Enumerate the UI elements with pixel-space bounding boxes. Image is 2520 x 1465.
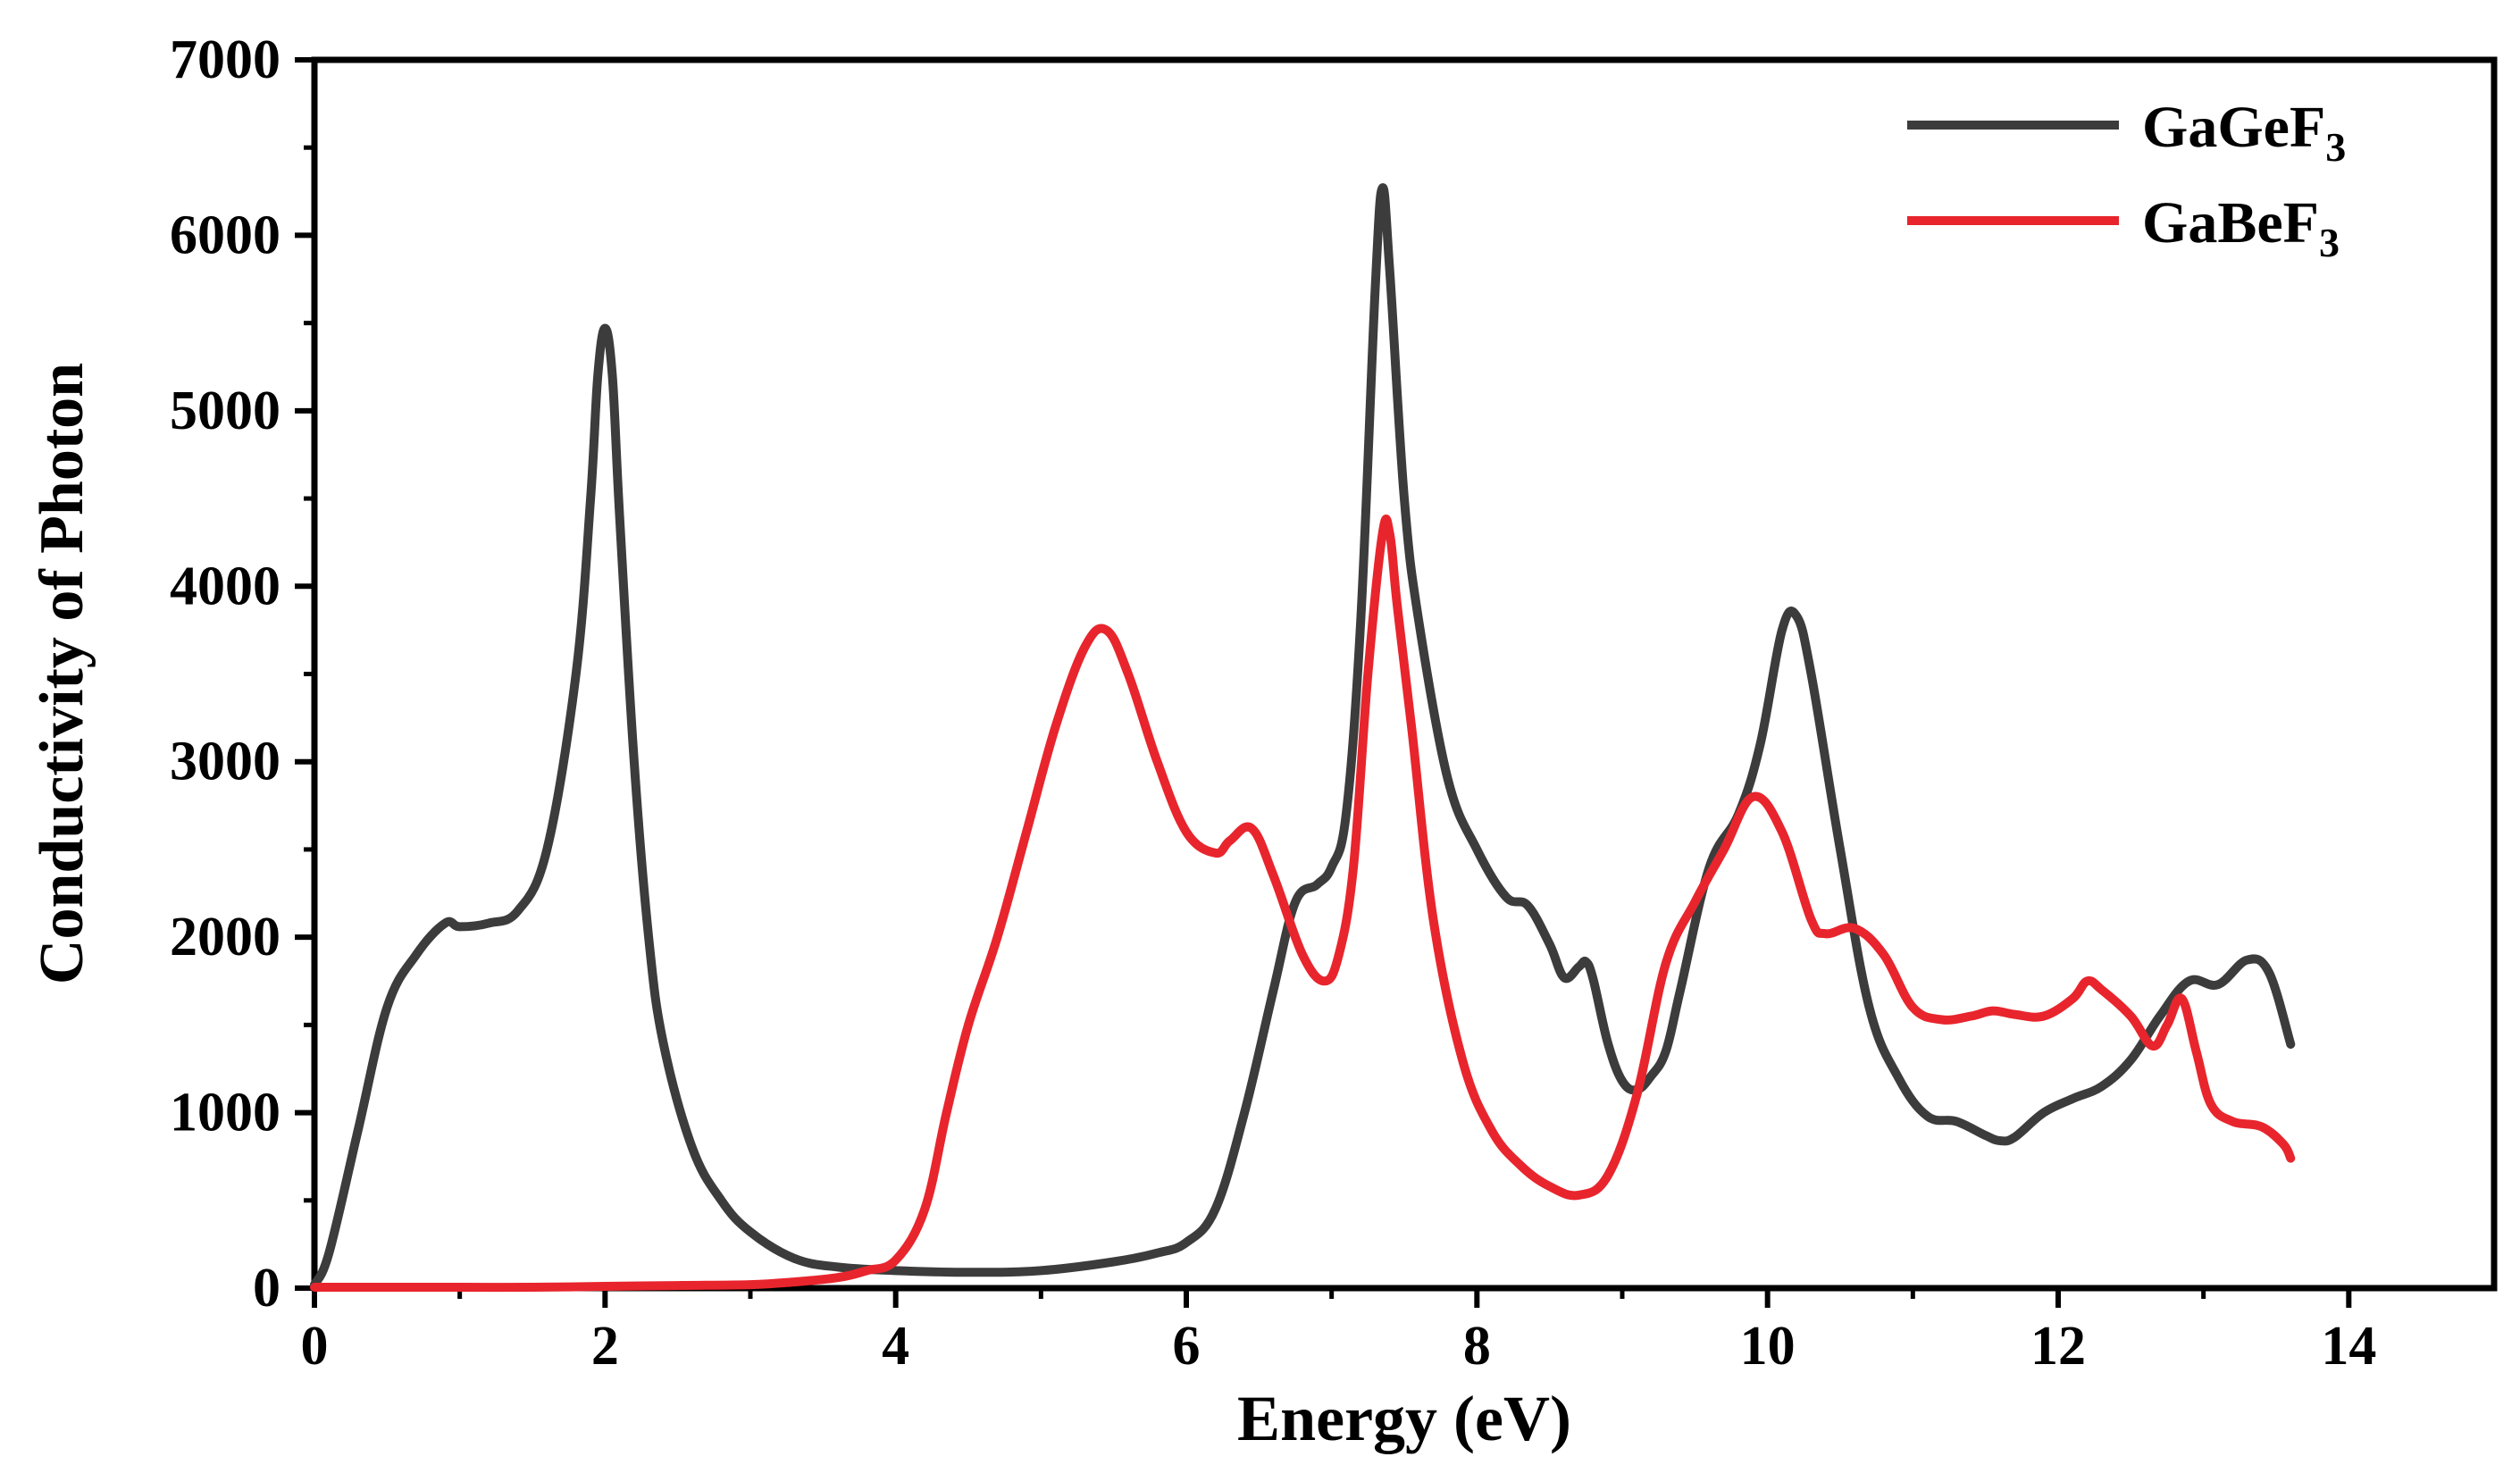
y-tick-label: 1000 [170, 1083, 280, 1143]
y-tick-label: 7000 [170, 29, 280, 90]
x-tick-label: 14 [2321, 1316, 2376, 1377]
x-tick-label: 6 [1173, 1316, 1201, 1377]
x-tick-label: 2 [591, 1316, 619, 1377]
y-tick-label: 2000 [170, 907, 280, 967]
legend-label-main: GaGeF [2142, 95, 2325, 160]
legend-label-main: GaBeF [2142, 190, 2319, 255]
legend-label-subscript: 3 [2319, 220, 2340, 265]
series-line-gagef3 [310, 183, 2296, 1290]
axis-ticks [295, 57, 2352, 1308]
series-line-gabef3 [310, 515, 2296, 1293]
legend-label: GaGeF3 [2142, 95, 2346, 170]
y-tick-label: 6000 [170, 205, 280, 265]
x-tick-label: 0 [301, 1316, 329, 1377]
x-axis-title: Energy (eV) [1237, 1383, 1571, 1454]
y-tick-label: 3000 [170, 732, 280, 792]
legend-item-gagef3: GaGeF3 [1907, 95, 2346, 170]
legend-label: GaBeF3 [2142, 190, 2340, 265]
y-tick-label: 0 [253, 1258, 280, 1318]
y-tick-label: 5000 [170, 381, 280, 441]
x-tick-label: 10 [1740, 1316, 1796, 1377]
series-layer [310, 183, 2296, 1293]
x-tick-label: 4 [882, 1316, 909, 1377]
legend-label-subscript: 3 [2325, 124, 2346, 170]
legend-item-gabef3: GaBeF3 [1907, 190, 2340, 265]
y-tick-label: 4000 [170, 556, 280, 616]
y-axis-title: Conductivity of Photon [28, 363, 96, 984]
x-tick-label: 8 [1463, 1316, 1491, 1377]
x-tick-label: 12 [2030, 1316, 2086, 1377]
axis-tick-labels: 0 2 4 6 8 10 12 14 0 1000 2000 3000 4000 5000 6000 7000 [170, 29, 2376, 1377]
